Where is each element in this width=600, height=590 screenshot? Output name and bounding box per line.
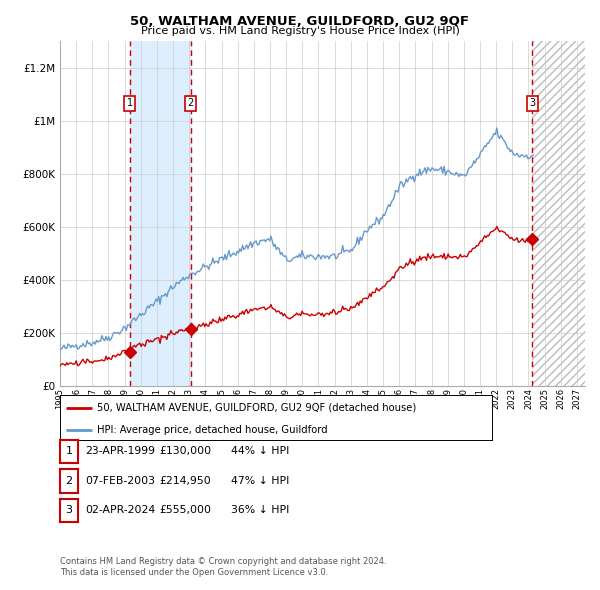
Text: Contains HM Land Registry data © Crown copyright and database right 2024.: Contains HM Land Registry data © Crown c…	[60, 558, 386, 566]
Text: 1: 1	[127, 99, 133, 109]
Text: This data is licensed under the Open Government Licence v3.0.: This data is licensed under the Open Gov…	[60, 568, 328, 577]
Text: 50, WALTHAM AVENUE, GUILDFORD, GU2 9QF (detached house): 50, WALTHAM AVENUE, GUILDFORD, GU2 9QF (…	[97, 403, 416, 412]
Text: £214,950: £214,950	[159, 476, 211, 486]
Text: 36% ↓ HPI: 36% ↓ HPI	[231, 506, 289, 515]
Text: 44% ↓ HPI: 44% ↓ HPI	[231, 447, 289, 456]
Text: 50, WALTHAM AVENUE, GUILDFORD, GU2 9QF: 50, WALTHAM AVENUE, GUILDFORD, GU2 9QF	[131, 15, 470, 28]
Bar	[130, 41, 191, 386]
Bar	[532, 41, 585, 386]
Text: 07-FEB-2003: 07-FEB-2003	[85, 476, 155, 486]
Text: 3: 3	[529, 99, 536, 109]
Text: 2: 2	[65, 476, 73, 486]
Text: Price paid vs. HM Land Registry's House Price Index (HPI): Price paid vs. HM Land Registry's House …	[140, 26, 460, 36]
Text: 2: 2	[188, 99, 194, 109]
Text: 02-APR-2024: 02-APR-2024	[85, 506, 155, 515]
Text: 1: 1	[65, 447, 73, 456]
Text: £130,000: £130,000	[159, 447, 211, 456]
Text: 3: 3	[65, 506, 73, 515]
Text: HPI: Average price, detached house, Guildford: HPI: Average price, detached house, Guil…	[97, 425, 328, 435]
Bar	[532, 41, 585, 386]
Text: £555,000: £555,000	[159, 506, 211, 515]
Text: 23-APR-1999: 23-APR-1999	[85, 447, 155, 456]
Text: 47% ↓ HPI: 47% ↓ HPI	[231, 476, 289, 486]
